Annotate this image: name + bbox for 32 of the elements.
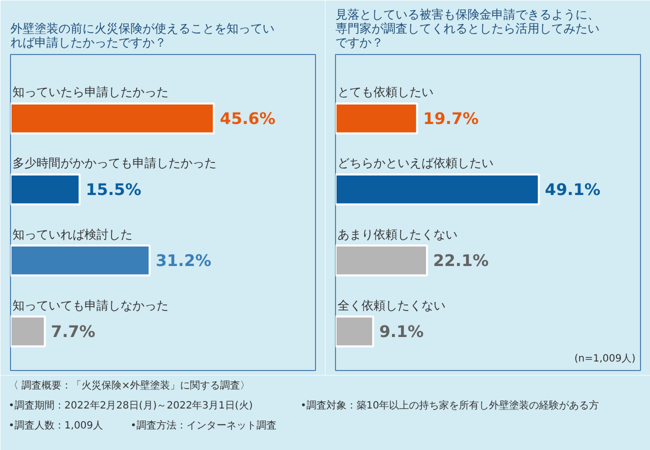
y-tick-label: とても依頼したい — [338, 85, 434, 100]
y-tick-label: 多少時間がかかっても申請したかった — [12, 156, 217, 170]
text: (n=1,009人) — [574, 354, 636, 364]
chart-title: 外壁塗装の前に火災保険が使えることを知っていれば申請したかったですか？ — [10, 22, 274, 50]
text: •調査人数：1,009人 — [8, 420, 104, 432]
bar — [336, 102, 418, 134]
data-label: 7.7% — [50, 322, 96, 341]
text: •調査期間：2022年2月28日(月)～2022年3月1日(火) — [8, 400, 253, 412]
chart-title: 見落としている被害も保険金申請できるように、専門家が調査してくれるとしたら活用してみたいですか？ — [336, 8, 600, 50]
bar — [10, 174, 81, 206]
y-tick-label: 知っていたら申請したかった — [12, 85, 169, 100]
data-label: 31.2% — [156, 250, 212, 270]
data-label: 45.6% — [220, 108, 276, 128]
data-label: 15.5% — [86, 180, 142, 199]
text: 〈 調査概要：「火災保険×外壁塗装」に関する調査〉 — [8, 380, 250, 392]
bar — [10, 244, 151, 276]
bar — [336, 244, 428, 276]
bar — [336, 174, 540, 206]
data-label: 9.1% — [379, 322, 424, 341]
bar — [10, 102, 215, 134]
text: •調査方法：インターネット調査 — [130, 420, 276, 432]
bar — [336, 316, 374, 348]
bar — [10, 316, 46, 348]
y-tick-label: どちらかといえば依頼したい — [338, 156, 494, 170]
data-label: 19.7% — [423, 108, 479, 128]
y-tick-label: 知っていれば検討した — [12, 227, 133, 242]
y-tick-label: 全く依頼したくない — [338, 298, 446, 312]
data-label: 49.1% — [544, 180, 600, 199]
y-tick-label: 知っていても申請しなかった — [12, 298, 169, 312]
data-label: 22.1% — [433, 250, 489, 270]
y-tick-label: あまり依頼したくない — [338, 227, 458, 242]
text: •調査対象：築10年以上の持ち家を所有し外壁塗装の経験がある方 — [300, 400, 600, 412]
